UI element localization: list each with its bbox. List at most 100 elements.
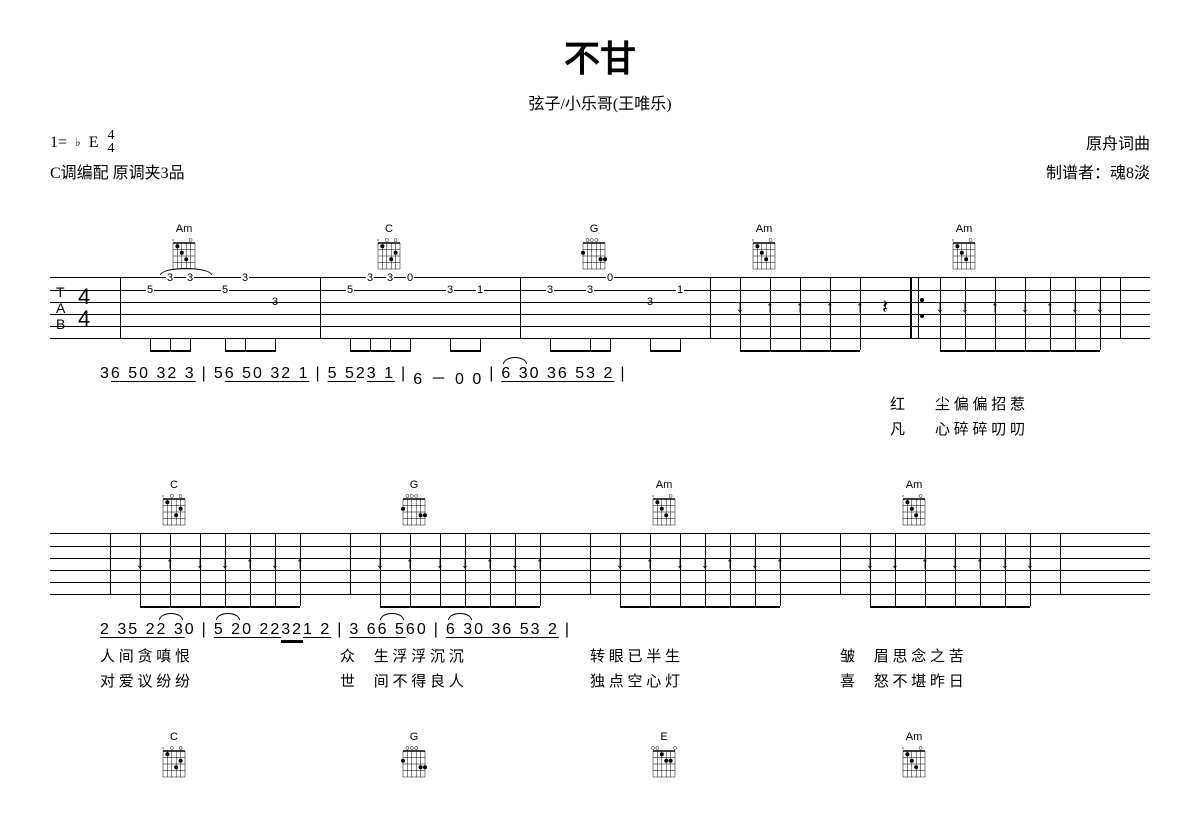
tie — [216, 613, 240, 620]
chord-grid — [580, 237, 608, 271]
chord-diagram: G — [580, 223, 608, 271]
jianpu-notes: 5 5 — [328, 365, 356, 389]
jianpu-notes: 6 5 — [378, 621, 406, 641]
chord-name: Am — [756, 223, 773, 235]
barline — [350, 534, 351, 594]
chord-name: C — [170, 479, 178, 491]
chord-diagram: G — [400, 479, 428, 527]
lyric-text: 皱 眉 思 念 之 苦 — [840, 645, 1060, 666]
tab-author-label: 制谱者： — [1046, 165, 1110, 182]
lyric-text: 世 间 不 得 良 人 — [340, 670, 590, 691]
tie — [503, 357, 527, 364]
chord-grid: × — [170, 237, 198, 271]
jianpu-barline: | — [395, 365, 413, 389]
chord-name: G — [590, 223, 599, 235]
tab-fret: 0 — [606, 272, 614, 284]
song-subtitle: 弦子/小乐哥(王唯乐) — [50, 90, 1150, 114]
rest: 𝄽 — [882, 297, 888, 320]
arrangement-note: C调编配 原调夹3品 — [50, 159, 185, 183]
svg-text:×: × — [902, 495, 905, 500]
chord-name: Am — [906, 731, 923, 743]
jianpu-barline: | — [614, 365, 632, 389]
key-accidental: ♭ — [75, 135, 81, 150]
tab-ts-bottom: 4 — [78, 306, 90, 331]
system-2: C×GAm×Am× ↓↑↓↓↑↓↑↓↑↓↓↑↓↑↓↑↓↓↑↓↑↓↓↑↓↑↓↓ 2… — [50, 479, 1150, 691]
barline — [1060, 534, 1061, 594]
tab-staff: TAB 44 53353353303133031↓↑↑↑↑↓↓↑↓↑↓↓𝄽 — [50, 277, 1150, 339]
jianpu-notes: 0 2 — [242, 621, 270, 641]
tab-fret: 5 — [346, 284, 354, 296]
jianpu-barline: | — [483, 365, 501, 389]
tab-fret: 3 — [386, 272, 394, 284]
repeat-dots — [920, 278, 924, 338]
jianpu-notes: 6 5 — [111, 365, 139, 389]
chord-row: C×GAm×Am× — [50, 479, 1150, 529]
lyric-row-1: 人 间 贪 嗔 恨众 生 浮 浮 沉 沉转 眼 已 半 生皱 眉 思 念 之 苦 — [50, 645, 1150, 666]
tie — [159, 613, 183, 620]
barline — [1120, 278, 1121, 338]
chord-diagram: C× — [375, 223, 403, 271]
header-row-2: C调编配 原调夹3品 制谱者：魂8淡 — [50, 159, 1150, 183]
jianpu-barline: | — [196, 621, 214, 641]
chord-grid: × — [900, 493, 928, 527]
tab-fret: 1 — [676, 284, 684, 296]
barline — [710, 278, 711, 338]
chord-diagram: Am× — [900, 731, 928, 779]
chord-row: Am×C×GAm×Am× — [50, 223, 1150, 273]
jianpu-notes: 3 1 — [367, 365, 395, 389]
chord-name: Am — [956, 223, 973, 235]
jianpu-barline: | — [428, 621, 446, 641]
tab-fret: 3 — [271, 296, 279, 308]
jianpu-notes: 6 — [406, 621, 417, 641]
time-signature: 4 4 — [106, 130, 114, 155]
jianpu-notes: 2 — [356, 365, 367, 389]
jianpu-notes: 3 — [100, 365, 111, 389]
lyric-text: 喜 怒 不 堪 昨 日 — [840, 670, 1060, 691]
tab-fret: 5 — [146, 284, 154, 296]
chord-name: Am — [176, 223, 193, 235]
key-label: 1= — [50, 134, 67, 152]
tab-fret: 1 — [476, 284, 484, 296]
jianpu-notes: 0 3 — [474, 621, 502, 641]
jianpu-notes: 0 — [417, 621, 428, 641]
jianpu-row: 2 3 5 2 2 3 0|5 2 0 2 2 32 1 2|3 6 6 5 6… — [50, 621, 1150, 641]
jianpu-notes: 2 3 — [157, 621, 185, 641]
jianpu-notes: 3 2 — [531, 621, 559, 641]
jianpu-notes: 6 5 — [502, 621, 530, 641]
jianpu-notes: 6 3 — [446, 621, 474, 641]
chord-name: C — [170, 731, 178, 743]
svg-text:×: × — [952, 239, 955, 244]
system-3: C×GEAm× — [50, 731, 1150, 781]
chord-name: Am — [906, 479, 923, 491]
svg-text:×: × — [172, 239, 175, 244]
chord-grid — [400, 493, 428, 527]
svg-text:×: × — [652, 495, 655, 500]
tab-time-sig: 44 — [78, 286, 90, 330]
jianpu-notes: 0 3 — [530, 365, 558, 389]
tab-staff: ↓↑↓↓↑↓↑↓↑↓↓↑↓↑↓↑↓↓↑↓↑↓↓↑↓↑↓↓ — [50, 533, 1150, 595]
lyric-row-2: 对 爱 议 纷 纷世 间 不 得 良 人独 点 空 心 灯喜 怒 不 堪 昨 日 — [50, 670, 1150, 691]
svg-text:×: × — [162, 747, 165, 752]
chord-grid: × — [160, 745, 188, 779]
chord-diagram: C× — [160, 731, 188, 779]
lyric-row-1: 红 尘 偏 偏 招 惹 — [50, 393, 1150, 414]
lyric-text: 红 尘 偏 偏 招 惹 — [890, 393, 1025, 414]
jianpu-notes: 6 5 — [225, 365, 253, 389]
barline — [110, 534, 111, 594]
jianpu-notes: 6 5 — [558, 365, 586, 389]
tie — [380, 613, 404, 620]
tab-fret: 3 — [366, 272, 374, 284]
chord-grid — [400, 745, 428, 779]
lyric-text: 众 生 浮 浮 沉 沉 — [340, 645, 590, 666]
chord-diagram: Am× — [170, 223, 198, 271]
key-note: E — [89, 134, 99, 152]
svg-text:×: × — [902, 747, 905, 752]
jianpu-notes: 0 3 — [253, 365, 281, 389]
lyric-text: 转 眼 已 半 生 — [590, 645, 840, 666]
header-row-1: 1=♭E 4 4 原舟词曲 — [50, 130, 1150, 155]
tab-fret: 3 — [241, 272, 249, 284]
barline — [120, 278, 121, 338]
chord-grid: × — [375, 237, 403, 271]
chord-grid: × — [160, 493, 188, 527]
jianpu-notes: 5 2 — [214, 621, 242, 641]
